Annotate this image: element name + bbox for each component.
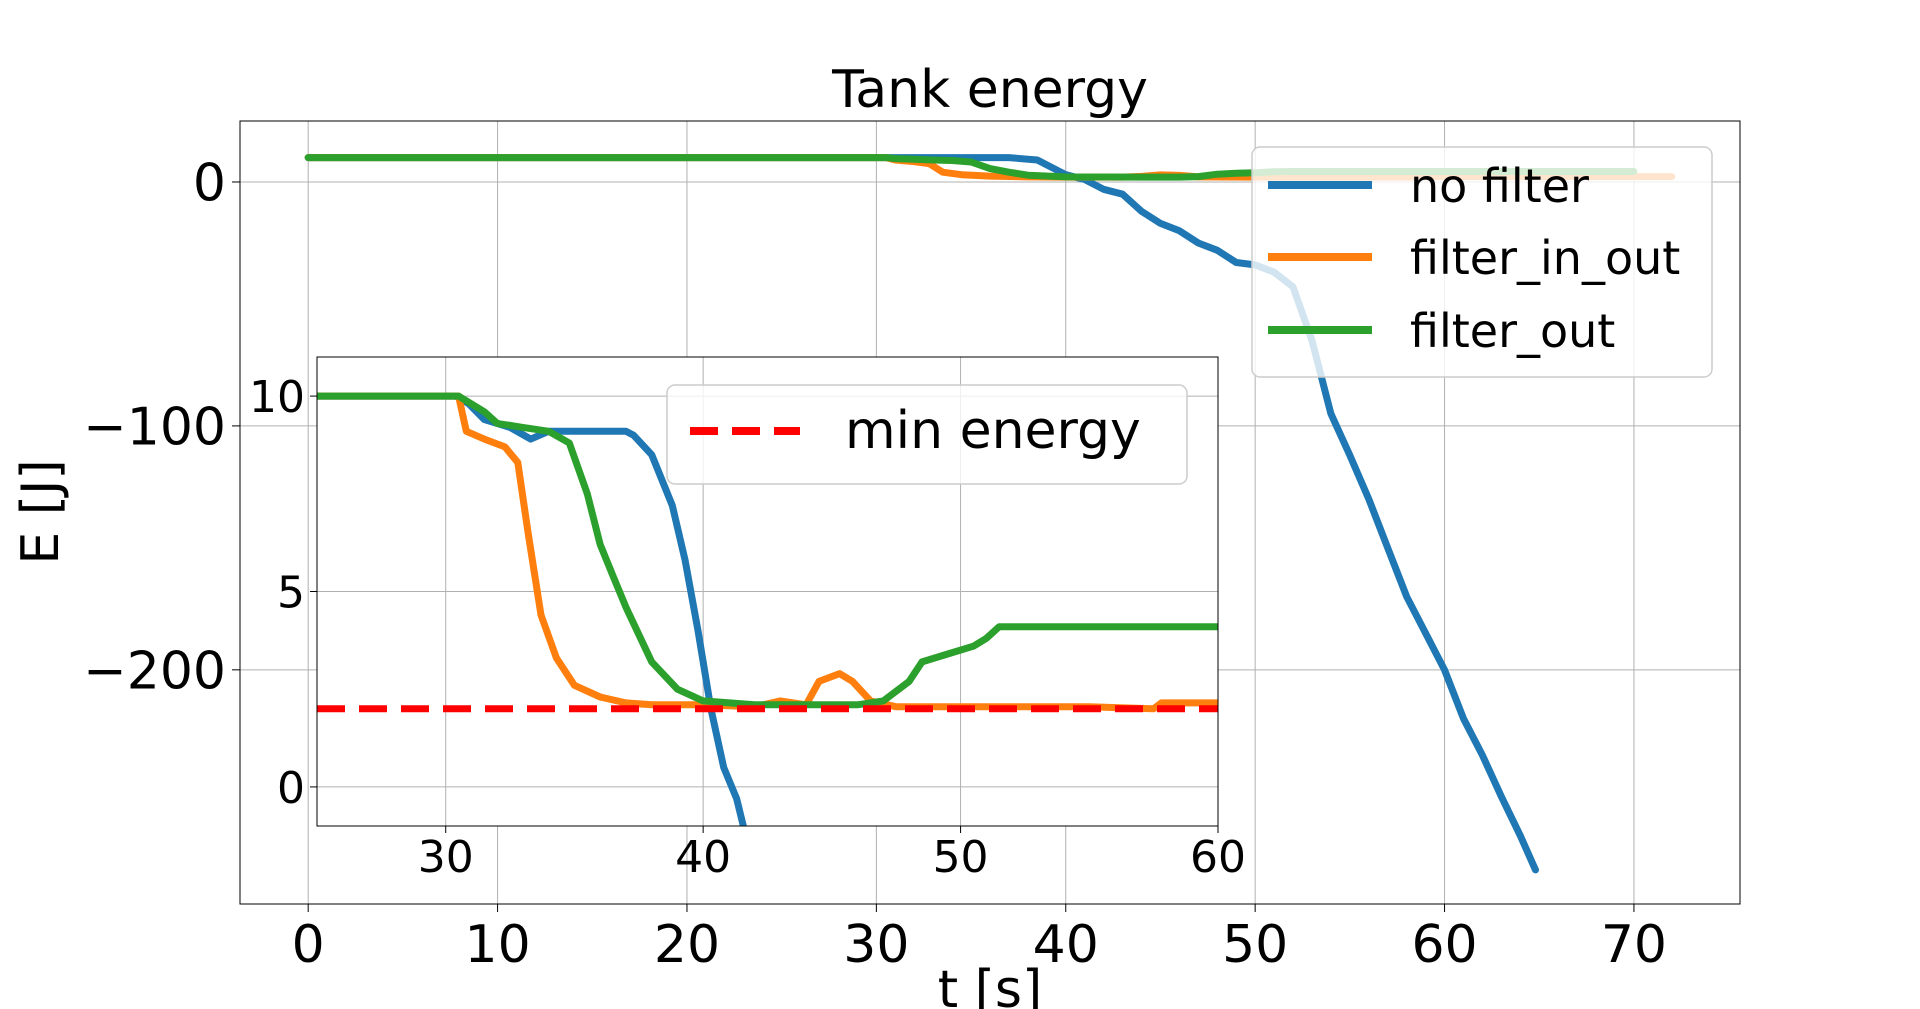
x-axis-label: t [s]: [938, 960, 1043, 1009]
main-y-ticks: 0 −100 −200: [83, 154, 240, 702]
inset-x-tick-label: 50: [933, 832, 989, 883]
main-x-tick-label: 10: [464, 915, 530, 975]
main-legend-box: [1251, 146, 1713, 378]
inset-x-tick-label: 40: [675, 832, 731, 883]
inset-x-tick-label: 60: [1190, 832, 1246, 883]
y-axis-label: E [J]: [11, 459, 71, 564]
legend-label-no-filter: no filter: [1410, 159, 1589, 213]
inset-x-tick-label: 30: [418, 832, 474, 883]
main-x-tick-label: 70: [1601, 915, 1667, 975]
main-x-tick-label: 0: [292, 915, 325, 975]
legend-label-filter-in-out: filter_in_out: [1410, 231, 1680, 285]
inset-series-filter-out: [317, 392, 1218, 709]
inset-series-filter-in-out: [317, 392, 1218, 713]
main-y-tick-label: −100: [83, 398, 226, 458]
main-x-ticks: 0 10 20 30 40 50 60 70: [292, 904, 1667, 975]
inset-plot: 30 40 50 60 0 5 10 min energy: [249, 356, 1246, 883]
main-x-tick-label: 60: [1411, 915, 1477, 975]
inset-y-tick-label: 0: [277, 763, 305, 814]
legend-label-filter-out: filter_out: [1410, 304, 1615, 358]
main-y-tick-label: 0: [193, 154, 226, 214]
legend-label-min-energy: min energy: [845, 401, 1141, 461]
main-x-tick-label: 30: [843, 915, 909, 975]
main-x-tick-label: 20: [654, 915, 720, 975]
inset-legend: min energy: [666, 384, 1188, 485]
chart-title: Tank energy: [831, 60, 1148, 120]
inset-x-ticks: 30 40 50 60: [418, 826, 1246, 883]
inset-y-tick-label: 5: [277, 567, 305, 618]
inset-legend-box: [666, 384, 1188, 485]
main-x-tick-label: 50: [1222, 915, 1288, 975]
inset-y-tick-label: 10: [249, 372, 305, 423]
main-plot-frame: [239, 120, 1741, 905]
main-legend: no filter filter_in_out filter_out: [1251, 146, 1713, 378]
main-y-tick-label: −200: [83, 642, 226, 702]
main-x-tick-label: 40: [1033, 915, 1099, 975]
inset-series-lines: [317, 392, 1218, 826]
inset-y-ticks: 0 5 10: [249, 372, 317, 814]
